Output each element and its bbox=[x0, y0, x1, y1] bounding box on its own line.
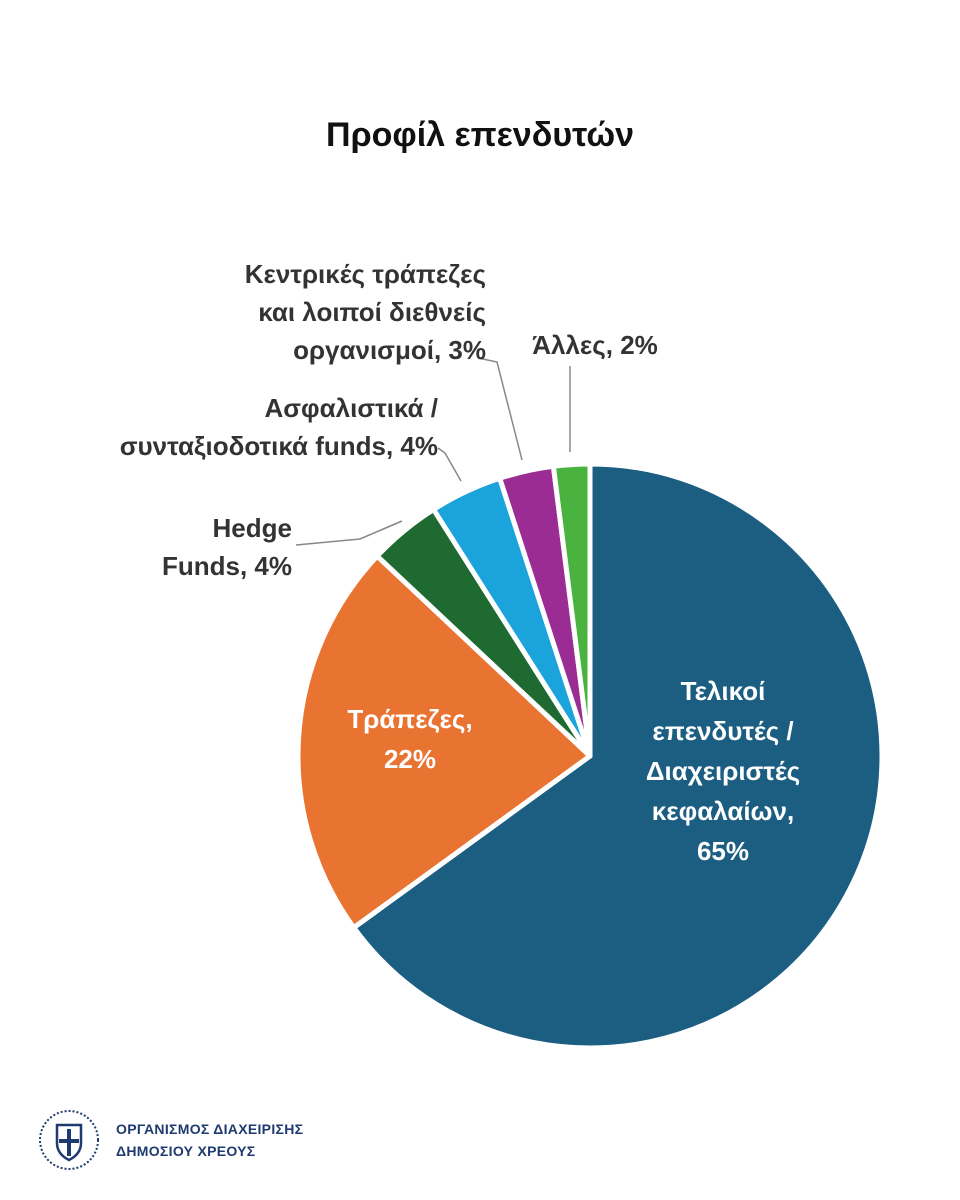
leader-lines bbox=[295, 357, 571, 546]
slice-label-line: επενδυτές / bbox=[652, 716, 793, 746]
slice-label-line: οργανισμοί, 3% bbox=[293, 335, 486, 365]
leader-line-3 bbox=[295, 520, 403, 546]
coat-of-arms-icon bbox=[39, 1110, 99, 1170]
slice-label-6: Άλλες, 2% bbox=[532, 330, 658, 360]
slice-label-line: Ασφαλιστικά / bbox=[264, 393, 438, 423]
leader-line-5 bbox=[477, 357, 523, 461]
slice-label-line: Hedge bbox=[213, 513, 292, 543]
footer: ΟΡΓΑΝΙΣΜΟΣ ΔΙΑΧΕΙΡΙΣΗΣ ΔΗΜΟΣΙΟΥ ΧΡΕΟΥΣ bbox=[38, 1105, 303, 1175]
slice-label-line: Διαχειριστές bbox=[646, 756, 800, 786]
org-name-line1: ΟΡΓΑΝΙΣΜΟΣ ΔΙΑΧΕΙΡΙΣΗΣ bbox=[116, 1121, 304, 1137]
slice-label-line: και λοιποί διεθνείς bbox=[258, 297, 486, 327]
slice-label-1: Τελικοί επενδυτές / Διαχειριστές κεφαλαίων,… bbox=[646, 676, 800, 866]
slice-label-3: Hedge Funds, 4% bbox=[162, 513, 292, 581]
pie-slice-2 bbox=[295, 553, 593, 931]
pie-slice-6 bbox=[550, 461, 593, 759]
pie-slices bbox=[295, 461, 885, 1051]
slice-label-line: Άλλες, 2% bbox=[532, 330, 658, 360]
slice-label-4: Ασφαλιστικά / συνταξιοδοτικά funds, 4% bbox=[120, 393, 438, 461]
slice-label-line: Τράπεζες, bbox=[347, 704, 472, 734]
slice-label-line: κεφαλαίων, bbox=[652, 796, 794, 826]
slice-label-2: Τράπεζες, 22% bbox=[347, 704, 472, 774]
slice-label-line: Funds, 4% bbox=[162, 551, 292, 581]
slice-label-line: Κεντρικές τράπεζες bbox=[245, 259, 486, 289]
slice-labels: Τελικοί επενδυτές / Διαχειριστές κεφαλαίων,… bbox=[120, 259, 801, 866]
slice-label-line: 65% bbox=[697, 836, 749, 866]
slice-label-line: Τελικοί bbox=[681, 676, 766, 706]
org-name-line2: ΔΗΜΟΣΙΟΥ ΧΡΕΟΥΣ bbox=[116, 1143, 256, 1159]
slice-label-line: συνταξιοδοτικά funds, 4% bbox=[120, 431, 438, 461]
pie-slice-1 bbox=[351, 461, 885, 1051]
slice-label-line: 22% bbox=[384, 744, 436, 774]
chart-title: Προφίλ επενδυτών bbox=[326, 116, 634, 154]
slice-label-5: Κεντρικές τράπεζες και λοιποί διεθνείς οργ… bbox=[245, 259, 486, 365]
leader-line-4 bbox=[437, 447, 462, 482]
